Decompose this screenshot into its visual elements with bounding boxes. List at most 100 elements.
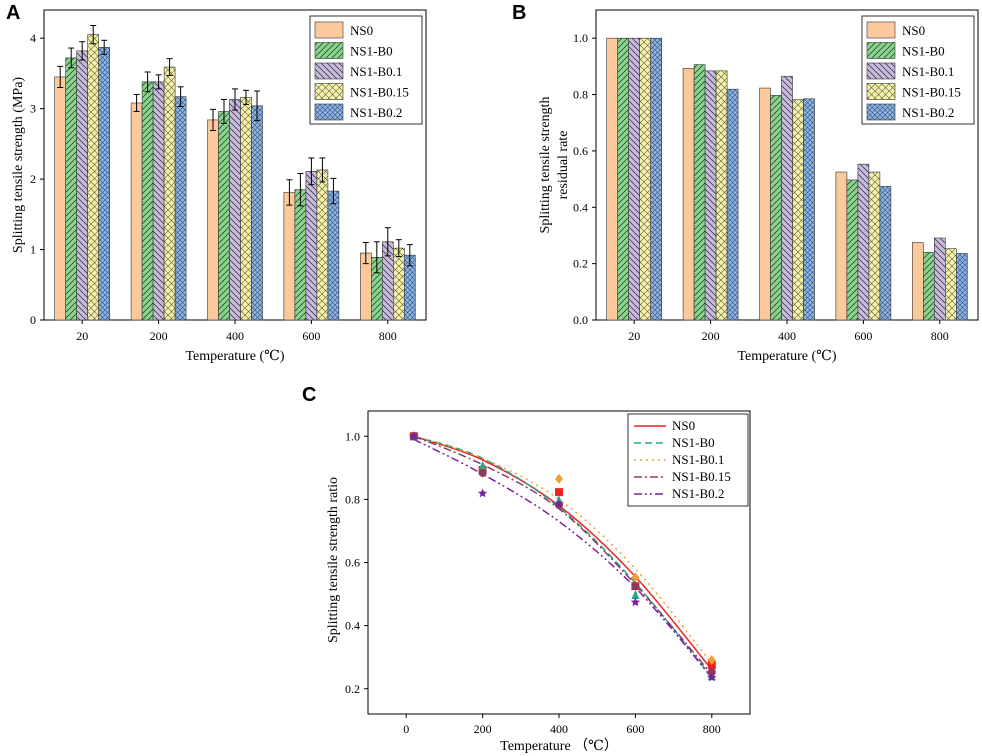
data-points-c [409, 431, 717, 682]
x-tick-label-b: 600 [854, 329, 872, 343]
bar-a [141, 81, 154, 321]
marker-star [630, 597, 641, 607]
bar-b [911, 242, 924, 321]
y-tick-label-a: 0 [30, 313, 36, 327]
bar-a [218, 111, 230, 321]
legend-label-b: NS1-B0.1 [902, 64, 954, 79]
bar-b [956, 253, 968, 321]
bar-a [98, 47, 111, 321]
legend-swatch-b [866, 62, 896, 80]
marker-square [707, 661, 716, 670]
legend-label-a: NS0 [350, 23, 373, 38]
marker-diamond [631, 572, 640, 583]
axes-c: 0 200 400 600 800 0.2 0.4 0.6 0.8 1.0 [345, 429, 721, 736]
x-axis-label-a: Temperature (℃) [185, 349, 284, 364]
legend-label-a: NS1-B0 [350, 44, 393, 59]
bar-b [857, 163, 870, 321]
marker-diamond [555, 473, 563, 484]
bar-a [207, 119, 219, 321]
legend-label-c: NS1-B0.2 [672, 486, 724, 501]
marker-diamond [707, 655, 716, 666]
legend-label-b: NS1-B0 [902, 44, 945, 59]
x-axis-label-c: Temperature （℃） [500, 738, 618, 754]
legend-box-c [627, 413, 749, 507]
legend-b: NS0 NS1-B0 NS1-B0.1 NS1-B0.15 NS1-B0.2 [861, 15, 975, 125]
legend-label-b: NS1-B0.15 [902, 85, 961, 100]
chart-panel-a: 0 1 2 3 4 20 200 400 600 800 NS0 NS1-B0 NS1-B0.1 NS1… [11, 9, 427, 364]
y-tick-label-b: 1.0 [573, 31, 588, 45]
legend-label-b: NS0 [902, 23, 925, 38]
y-tick-label-a: 4 [30, 31, 36, 45]
marker-star [554, 499, 564, 509]
legend-swatch-b [866, 103, 896, 121]
bar-b [922, 252, 935, 321]
bar-b [835, 171, 848, 321]
legend-label-c: NS1-B0.15 [672, 469, 731, 484]
y-tick-label-c: 0.2 [345, 682, 360, 696]
x-tick-label-a: 600 [302, 329, 320, 343]
y-axis-label-c: Splitting tensile strength ratio [326, 477, 341, 643]
bar-b [715, 70, 728, 321]
x-tick-label-b: 400 [778, 329, 796, 343]
x-tick-label-a: 200 [150, 329, 168, 343]
bar-a [54, 76, 66, 321]
legend-swatch-a [314, 62, 344, 80]
bar-a [65, 57, 77, 321]
legend-c: NS0 NS1-B0 NS1-B0.1 NS1-B0.15 NS1-B0.2 [627, 413, 749, 507]
bar-b [617, 37, 629, 321]
y-tick-label-b: 0.8 [573, 88, 588, 102]
fit-curve-c [413, 435, 713, 671]
bar-a [305, 171, 318, 321]
y-tick-label-a: 3 [30, 102, 36, 116]
bar-b [803, 98, 815, 321]
legend-swatch-a [314, 83, 344, 100]
bar-a [327, 190, 340, 321]
bar-a [240, 97, 252, 321]
legend-label-c: NS1-B0.1 [672, 452, 724, 467]
y-tick-label-a: 2 [30, 172, 36, 186]
bar-b [781, 75, 793, 321]
x-tick-label-c: 600 [626, 722, 644, 736]
marker-square [555, 488, 563, 497]
fit-curves-c [413, 435, 713, 679]
x-tick-label-b: 800 [931, 329, 949, 343]
bar-a [163, 66, 176, 321]
legend-label-c: NS1-B0 [672, 435, 715, 450]
fit-curve-c [413, 435, 713, 676]
legend-swatch-b [866, 42, 896, 59]
bar-a [283, 192, 296, 321]
axes-a: 0 1 2 3 4 20 200 400 600 800 [30, 31, 397, 343]
bar-b [792, 99, 804, 321]
marker-circle [631, 582, 640, 591]
x-tick-label-b: 20 [628, 329, 640, 343]
bar-a [130, 102, 143, 321]
bar-b [639, 37, 652, 321]
bar-b [846, 179, 859, 321]
y-tick-label-b: 0.6 [573, 144, 588, 158]
bar-a [174, 96, 187, 321]
bar-a [316, 169, 329, 321]
legend-swatch-a [314, 42, 344, 59]
x-tick-label-c: 800 [703, 722, 721, 736]
bar-b [606, 37, 618, 321]
legend-label-a: NS1-B0.1 [350, 64, 402, 79]
y-tick-label-c: 1.0 [345, 429, 360, 443]
fit-curve-c [413, 438, 713, 679]
bar-b [650, 37, 663, 321]
y-tick-label-c: 0.4 [345, 619, 360, 633]
x-tick-label-c: 200 [474, 722, 492, 736]
legend-label-a: NS1-B0.15 [350, 85, 409, 100]
y-tick-label-b: 0.0 [573, 313, 588, 327]
marker-triangle [478, 460, 487, 470]
bar-b [726, 88, 739, 321]
panel-letter-b: B [512, 2, 526, 24]
bars-a [54, 25, 416, 321]
marker-star [409, 431, 419, 441]
bar-b [879, 186, 892, 321]
bar-b [759, 87, 771, 321]
bar-b [868, 171, 881, 321]
bar-b [933, 237, 946, 321]
legend-swatch-b [866, 83, 896, 100]
